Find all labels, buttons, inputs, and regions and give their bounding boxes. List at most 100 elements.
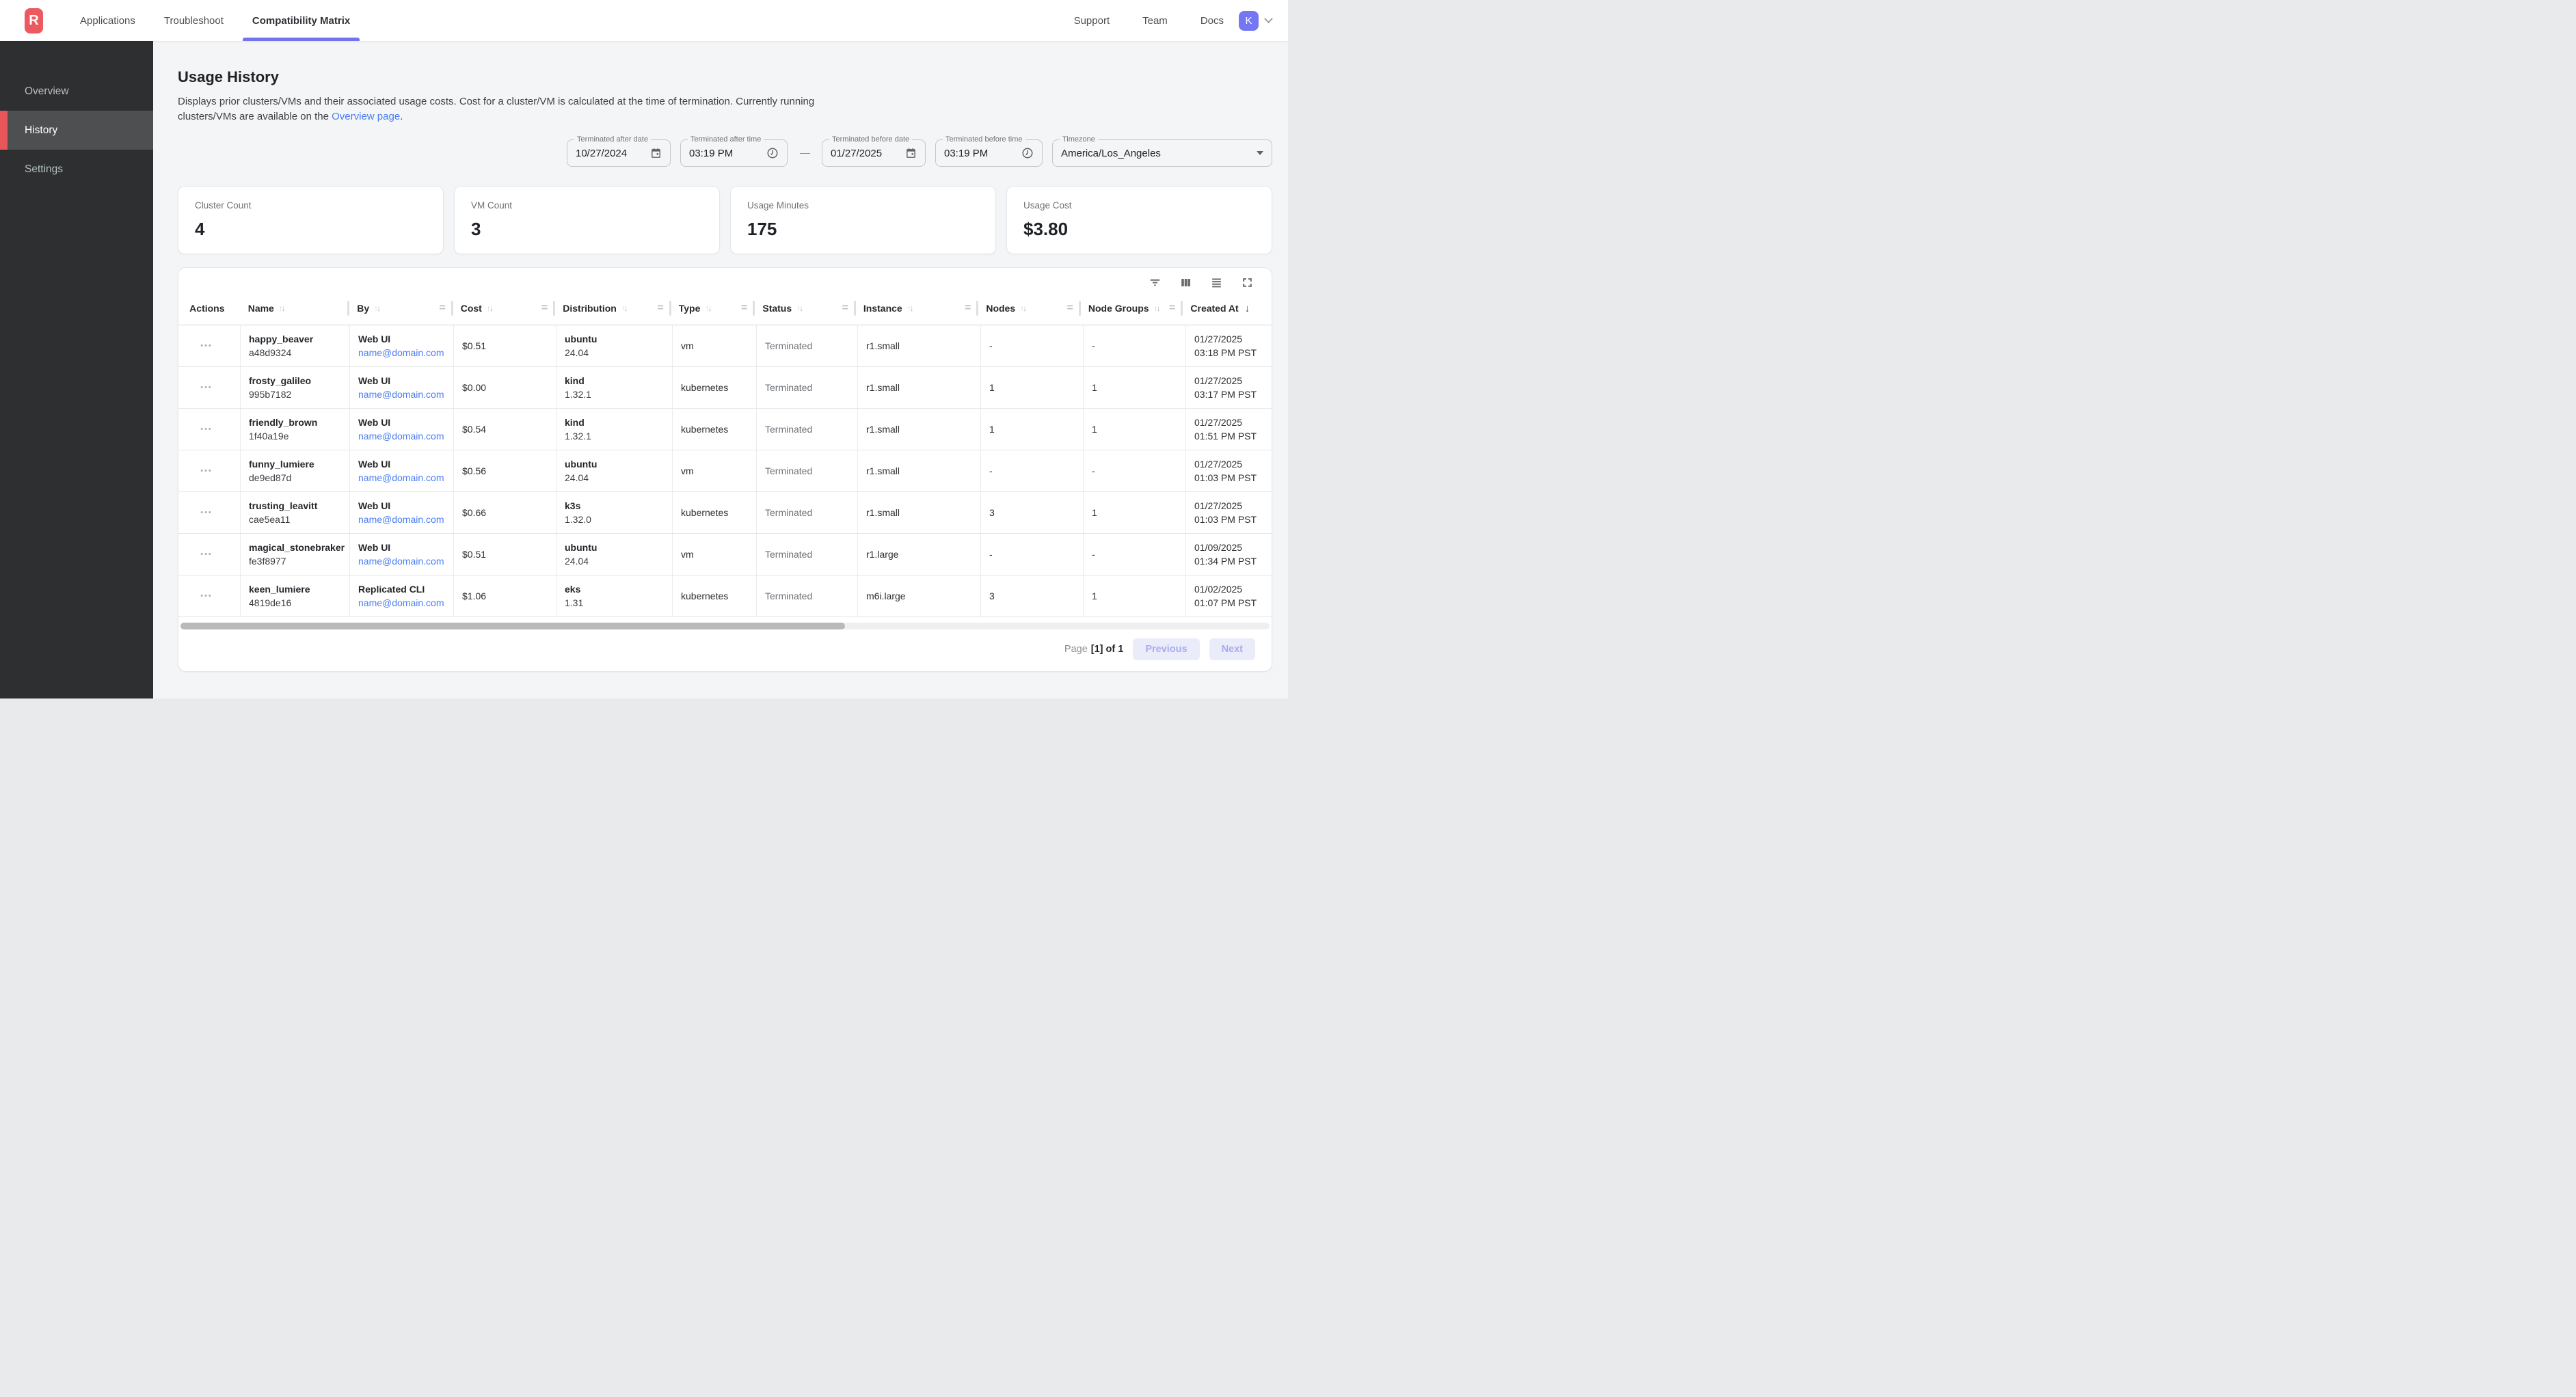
column-header[interactable]: Type ↑↓ ↓ =: [669, 292, 755, 325]
stat-value: 4: [195, 219, 205, 239]
pagination: Page [1] of 1 Previous Next: [178, 638, 1272, 660]
column-separator[interactable]: [347, 301, 350, 316]
row-actions-button[interactable]: •••: [200, 425, 213, 433]
clock-icon: [766, 147, 779, 159]
email-link[interactable]: name@domain.com: [358, 597, 444, 608]
filter-field[interactable]: Terminated before date 01/27/2025: [822, 135, 926, 167]
overview-page-link[interactable]: Overview page: [332, 111, 401, 122]
column-separator[interactable]: [853, 301, 856, 316]
row-actions-button[interactable]: •••: [200, 467, 213, 475]
email-link[interactable]: name@domain.com: [358, 389, 444, 400]
column-menu-icon[interactable]: =: [1066, 302, 1073, 314]
sidebar-item[interactable]: Overview: [25, 85, 69, 97]
nav-link[interactable]: Team: [1142, 14, 1168, 27]
column-header-label: Actions: [189, 303, 225, 314]
calendar-icon: [905, 148, 917, 159]
column-header-label: Nodes: [986, 303, 1016, 314]
filter-field-label: Timezone: [1060, 135, 1098, 144]
column-header[interactable]: Distribution ↑↓ ↓ =: [553, 292, 670, 325]
chevron-down-icon[interactable]: [1264, 14, 1273, 23]
table-row: ••• happy_beaver a48d9324 Web UI name@do…: [178, 325, 1272, 367]
row-actions-button[interactable]: •••: [200, 342, 213, 350]
column-header[interactable]: Actions ↑↓ ↓ =: [178, 292, 240, 325]
cell-cost: $0.51: [453, 534, 556, 575]
cell-type: vm: [672, 450, 756, 491]
column-header[interactable]: Name ↑↓ ↓ =: [240, 292, 349, 325]
filter-field-value: 03:19 PM: [689, 147, 734, 159]
scrollbar-thumb[interactable]: [180, 623, 845, 629]
column-menu-icon[interactable]: =: [657, 302, 664, 314]
column-header[interactable]: Status ↑↓ ↓ =: [753, 292, 855, 325]
email-link[interactable]: name@domain.com: [358, 514, 444, 525]
stat-card: Cluster Count 4: [178, 186, 444, 254]
cell-cost: $0.54: [453, 409, 556, 450]
column-separator[interactable]: [669, 301, 671, 316]
calendar-icon: [650, 148, 662, 159]
column-separator[interactable]: [553, 301, 556, 316]
column-header[interactable]: Node Groups ↑↓ ↓ =: [1078, 292, 1183, 325]
column-menu-icon[interactable]: =: [541, 302, 548, 314]
stat-label: Usage Minutes: [747, 200, 809, 211]
column-header-label: Distribution: [563, 303, 617, 314]
replicated-logo[interactable]: R: [25, 8, 43, 33]
column-menu-icon[interactable]: =: [741, 302, 748, 314]
column-separator[interactable]: [976, 301, 979, 316]
next-button[interactable]: Next: [1209, 638, 1255, 660]
columns-icon[interactable]: [1179, 276, 1192, 289]
column-separator[interactable]: [1078, 301, 1081, 316]
filter-icon[interactable]: [1149, 276, 1162, 289]
row-actions-button[interactable]: •••: [200, 550, 213, 558]
column-menu-icon[interactable]: =: [1169, 302, 1176, 314]
row-actions-button[interactable]: •••: [200, 383, 213, 392]
nav-link[interactable]: Support: [1073, 14, 1110, 27]
column-header[interactable]: Created At ↑↓ ↓ =: [1181, 292, 1272, 325]
column-separator[interactable]: [1181, 301, 1183, 316]
column-menu-icon[interactable]: =: [439, 302, 446, 314]
cell-cost: $0.66: [453, 492, 556, 533]
cell-node-groups: -: [1083, 325, 1185, 366]
column-menu-icon[interactable]: =: [842, 302, 848, 314]
filter-field[interactable]: Timezone America/Los_Angeles: [1052, 135, 1272, 167]
cell-status: Terminated: [756, 534, 857, 575]
cell-type: vm: [672, 325, 756, 366]
table-row: ••• keen_lumiere 4819de16 Replicated CLI…: [178, 575, 1272, 617]
cell-name: magical_stonebraker fe3f8977: [240, 534, 349, 575]
cell-instance: r1.large: [857, 534, 980, 575]
cell-by: Web UI name@domain.com: [349, 534, 453, 575]
email-link[interactable]: name@domain.com: [358, 472, 444, 483]
filter-field[interactable]: Terminated before time 03:19 PM: [935, 135, 1043, 167]
cell-node-groups: -: [1083, 450, 1185, 491]
sidebar-item[interactable]: Settings: [25, 163, 64, 175]
nav-tab[interactable]: Applications: [80, 14, 135, 27]
previous-button[interactable]: Previous: [1133, 638, 1200, 660]
column-header[interactable]: By ↑↓ ↓ =: [347, 292, 453, 325]
column-menu-icon[interactable]: =: [964, 302, 971, 314]
horizontal-scrollbar[interactable]: [180, 623, 1270, 629]
column-header[interactable]: Instance ↑↓ ↓ =: [853, 292, 978, 325]
row-actions-button[interactable]: •••: [200, 592, 213, 600]
email-link[interactable]: name@domain.com: [358, 556, 444, 567]
cell-cost: $0.51: [453, 325, 556, 366]
cell-created-at: 01/27/2025 01:03 PM PST: [1185, 450, 1272, 491]
filter-field[interactable]: Terminated after date 10/27/2024: [567, 135, 671, 167]
email-link[interactable]: name@domain.com: [358, 347, 444, 358]
top-nav: R Applications Troubleshoot Compatibilit…: [0, 0, 1288, 41]
column-header[interactable]: Cost ↑↓ ↓ =: [451, 292, 555, 325]
filter-field[interactable]: Terminated after time 03:19 PM: [680, 135, 788, 167]
fullscreen-icon[interactable]: [1241, 276, 1254, 289]
nav-tab[interactable]: Troubleshoot: [163, 14, 224, 27]
user-avatar[interactable]: K: [1239, 10, 1259, 31]
nav-tab[interactable]: Compatibility Matrix: [242, 0, 360, 41]
column-separator[interactable]: [451, 301, 453, 316]
email-link[interactable]: name@domain.com: [358, 431, 444, 442]
sidebar-item[interactable]: History: [0, 111, 153, 150]
column-separator[interactable]: [753, 301, 755, 316]
density-icon[interactable]: [1210, 276, 1223, 289]
row-actions-button[interactable]: •••: [200, 508, 213, 517]
nav-link[interactable]: Docs: [1200, 14, 1224, 27]
cell-status: Terminated: [756, 325, 857, 366]
cell-cost: $1.06: [453, 575, 556, 616]
column-header[interactable]: Nodes ↑↓ ↓ =: [976, 292, 1080, 325]
column-header-label: Node Groups: [1088, 303, 1149, 314]
stat-value: 175: [747, 219, 777, 239]
